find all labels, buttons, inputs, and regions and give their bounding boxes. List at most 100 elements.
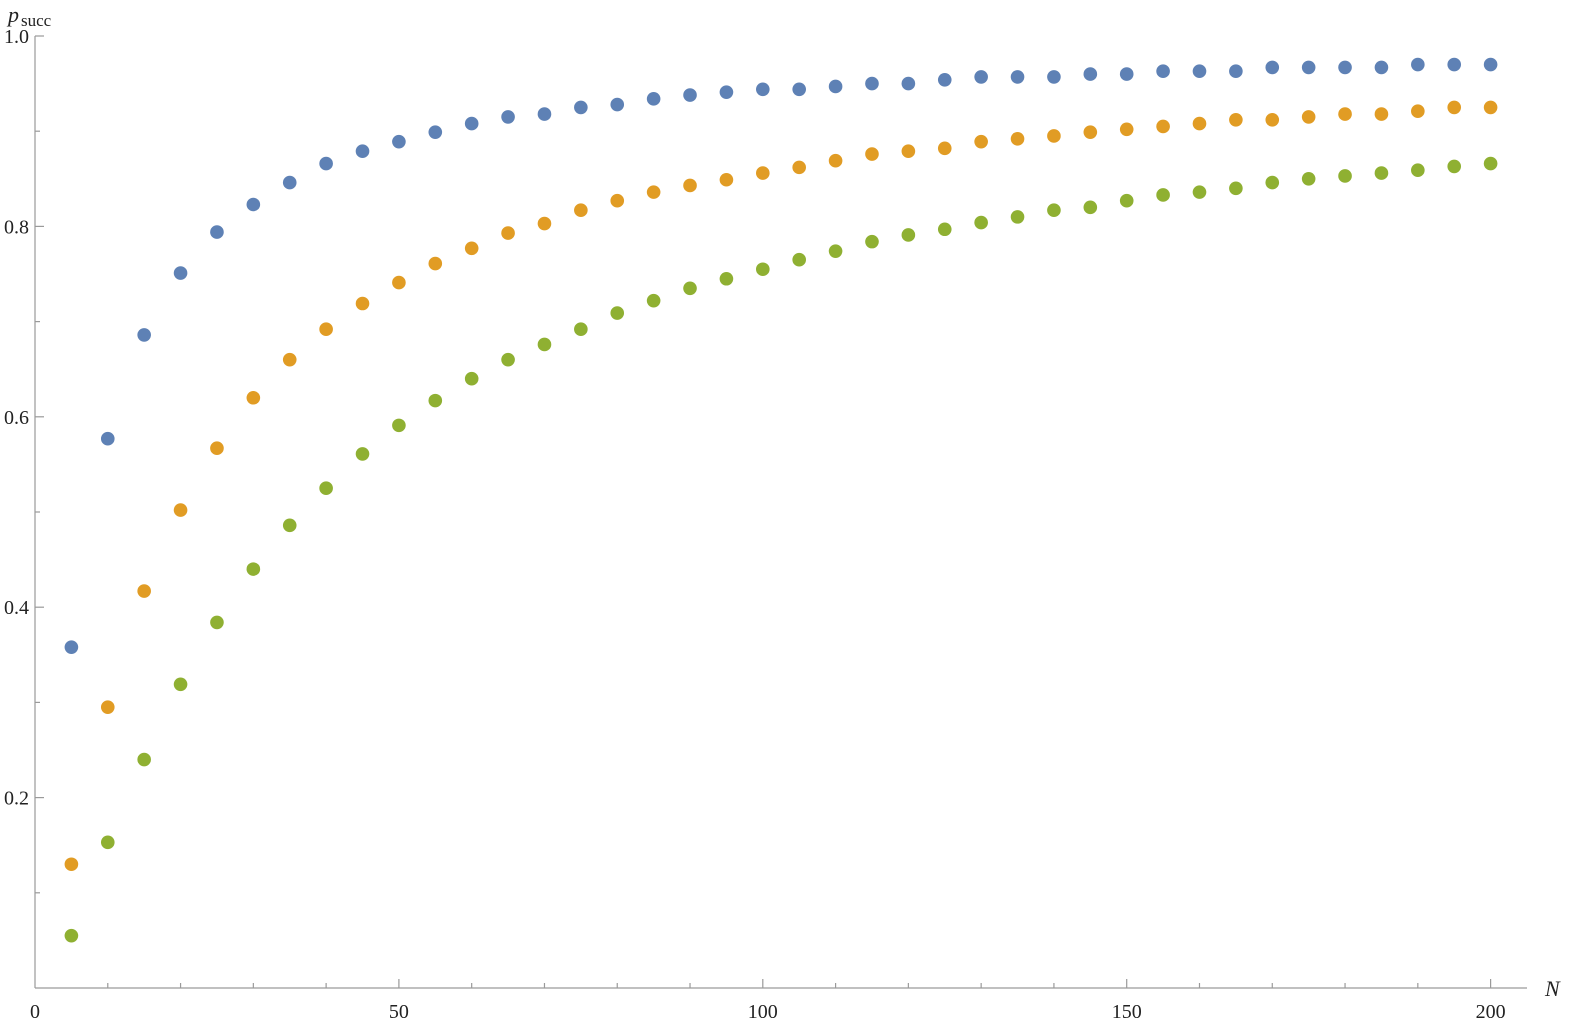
y-tick-label: 0.6 <box>4 407 29 429</box>
data-point <box>1010 70 1025 84</box>
data-point <box>464 116 479 131</box>
data-point <box>1047 203 1061 218</box>
data-point <box>646 293 661 308</box>
x-tick-label: 50 <box>389 1001 409 1023</box>
data-point <box>1119 67 1134 81</box>
x-ticks: 0 50 100 150 200 <box>30 979 1506 1023</box>
data-point <box>1083 200 1098 215</box>
y-tick-label: 0.4 <box>4 597 29 619</box>
data-point <box>646 185 661 199</box>
data-point <box>501 352 515 367</box>
data-point <box>428 125 443 139</box>
data-point <box>756 166 770 180</box>
data-point <box>282 352 297 367</box>
data-point <box>501 226 515 240</box>
data-point <box>392 275 406 290</box>
x-tick-label: 200 <box>1476 1001 1506 1023</box>
data-point <box>792 160 806 175</box>
data-point <box>683 178 697 193</box>
data-point <box>828 79 843 94</box>
data-point <box>1192 116 1207 131</box>
data-point <box>937 141 952 156</box>
data-point <box>974 134 988 149</box>
data-point <box>828 244 843 258</box>
data-point <box>901 76 916 91</box>
data-point <box>173 503 188 517</box>
series-2 <box>64 100 1498 872</box>
data-point <box>1447 57 1462 72</box>
data-point <box>937 222 952 237</box>
data-point <box>1156 64 1170 79</box>
data-point <box>355 447 370 461</box>
data-point <box>646 92 661 106</box>
data-point <box>974 70 988 84</box>
data-point <box>282 518 297 533</box>
data-point <box>537 337 552 352</box>
data-point <box>1411 57 1425 72</box>
data-point <box>1483 100 1498 115</box>
data-point <box>428 393 443 408</box>
data-point <box>1338 60 1352 75</box>
data-point <box>683 88 697 102</box>
data-point <box>719 271 734 286</box>
data-point <box>1156 119 1170 134</box>
data-point <box>901 144 916 158</box>
data-point <box>246 197 261 212</box>
data-point <box>1010 210 1025 224</box>
data-point <box>574 322 588 337</box>
data-point <box>1374 60 1389 75</box>
data-point <box>865 234 879 249</box>
data-point <box>1447 100 1462 115</box>
data-point <box>1265 112 1280 127</box>
data-point <box>392 418 406 433</box>
data-point <box>1229 64 1243 79</box>
data-point <box>901 228 916 242</box>
x-tick-label: 0 <box>30 1001 40 1023</box>
data-point <box>610 306 625 320</box>
data-point <box>1447 159 1462 174</box>
data-point <box>1338 107 1352 121</box>
data-point <box>719 85 734 99</box>
data-point <box>1483 156 1498 171</box>
data-point <box>756 82 770 97</box>
data-point <box>1229 112 1243 127</box>
data-point <box>1083 125 1098 139</box>
data-point <box>1483 57 1498 72</box>
data-point <box>1192 64 1207 79</box>
data-point <box>319 322 333 337</box>
y-tick-label: 0.2 <box>4 788 29 810</box>
data-point <box>792 252 806 267</box>
data-point <box>282 175 297 190</box>
data-point <box>246 390 261 405</box>
data-point <box>610 193 625 208</box>
series-1 <box>64 57 1498 654</box>
y-axis-title-sub: succ <box>21 11 52 30</box>
data-point <box>937 72 952 87</box>
series-3 <box>64 156 1498 943</box>
data-point <box>1229 181 1243 196</box>
data-point <box>173 677 188 692</box>
data-point <box>974 215 988 230</box>
data-point <box>428 256 443 271</box>
data-point <box>719 172 734 187</box>
y-tick-label: 1.0 <box>4 26 29 48</box>
x-tick-label: 150 <box>1112 1001 1142 1023</box>
data-point <box>100 835 115 850</box>
data-point <box>1265 60 1280 75</box>
data-point <box>1301 172 1316 186</box>
data-point <box>464 371 479 386</box>
y-ticks: 0.2 0.4 0.6 0.8 1.0 <box>4 26 44 894</box>
data-point <box>756 262 770 277</box>
data-points <box>64 57 1498 943</box>
data-point <box>173 266 188 280</box>
x-axis-title: N <box>1544 976 1561 1001</box>
data-point <box>1047 70 1061 84</box>
data-point <box>355 296 370 311</box>
data-point <box>865 147 879 161</box>
data-point <box>319 156 333 171</box>
data-point <box>574 100 588 115</box>
data-point <box>828 153 843 168</box>
y-axis-title-main: p <box>6 2 19 27</box>
data-point <box>1411 163 1425 178</box>
